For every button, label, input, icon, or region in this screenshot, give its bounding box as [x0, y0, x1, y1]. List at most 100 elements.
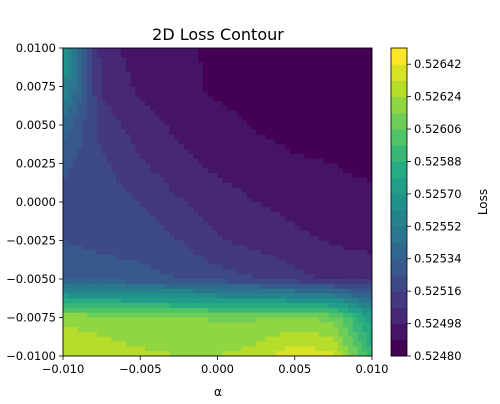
contour-cell — [203, 52, 209, 59]
contour-cell — [188, 298, 194, 304]
contour-cell — [178, 120, 185, 126]
contour-cell — [352, 216, 359, 222]
contour-cell — [120, 351, 127, 356]
contour-cell — [318, 221, 325, 227]
contour-cell — [116, 134, 122, 141]
contour-cell — [96, 230, 103, 237]
contour-cell — [101, 187, 108, 193]
contour-cell — [289, 173, 296, 179]
contour-cell — [198, 192, 204, 198]
contour-cell — [198, 115, 204, 121]
contour-cell — [72, 264, 79, 270]
contour-cell — [357, 120, 363, 126]
contour-cell — [241, 149, 248, 155]
contour-cell — [116, 240, 122, 246]
contour-cell — [193, 322, 199, 328]
contour-cell — [145, 336, 151, 343]
contour-cell — [270, 76, 277, 83]
contour-cell — [217, 293, 223, 299]
contour-cell — [120, 254, 127, 261]
contour-cell — [96, 76, 103, 83]
contour-cell — [164, 279, 170, 285]
contour-cell — [67, 206, 74, 213]
contour-cell — [328, 226, 334, 232]
contour-cell — [246, 158, 252, 165]
contour-cell — [289, 283, 296, 290]
contour-cell — [222, 211, 228, 218]
contour-cell — [246, 76, 252, 83]
contour-cell — [275, 226, 281, 232]
contour-cell — [178, 274, 185, 280]
contour-cell — [260, 254, 267, 261]
contour-cell — [289, 254, 296, 261]
contour-cell — [111, 158, 117, 165]
contour-cell — [72, 298, 79, 304]
colorbar — [390, 47, 408, 357]
contour-cell — [343, 57, 349, 64]
contour-cell — [275, 254, 281, 261]
contour-cell — [328, 346, 334, 352]
contour-cell — [275, 274, 281, 280]
contour-cell — [294, 91, 301, 97]
contour-cell — [106, 192, 112, 198]
contour-cell — [256, 346, 262, 352]
contour-cell — [169, 168, 175, 174]
contour-cell — [270, 331, 277, 338]
contour-cell — [328, 134, 334, 141]
contour-cell — [178, 168, 185, 174]
contour-cell — [154, 72, 161, 78]
contour-cell — [251, 303, 257, 309]
contour-cell — [164, 67, 170, 73]
contour-cell — [96, 96, 103, 102]
contour-cell — [111, 81, 117, 88]
contour-cell — [72, 331, 79, 338]
contour-cell — [149, 235, 156, 242]
contour-cell — [130, 341, 137, 347]
contour-cell — [362, 86, 368, 92]
contour-cell — [309, 211, 315, 218]
contour-cell — [343, 240, 349, 246]
contour-cell — [256, 307, 262, 314]
contour-cell — [82, 264, 88, 270]
contour-cell — [343, 211, 349, 218]
contour-cell — [217, 115, 223, 121]
contour-cell — [299, 230, 306, 237]
contour-cell — [198, 52, 204, 59]
contour-cell — [231, 293, 238, 299]
contour-cell — [343, 91, 349, 97]
contour-cell — [125, 144, 132, 150]
contour-cell — [164, 202, 170, 208]
contour-cell — [299, 274, 306, 280]
contour-cell — [212, 125, 219, 131]
contour-cell — [125, 197, 132, 203]
contour-cell — [96, 293, 103, 299]
contour-cell — [318, 283, 325, 290]
contour-cell — [260, 153, 267, 160]
contour-cell — [183, 48, 190, 54]
contour-cell — [188, 235, 194, 242]
contour-cell — [193, 72, 199, 78]
contour-cell — [188, 100, 194, 107]
contour-cell — [318, 288, 325, 295]
contour-cell — [91, 115, 98, 121]
contour-cell — [116, 269, 122, 275]
contour-cell — [130, 100, 137, 107]
contour-cell — [328, 163, 334, 169]
contour-cell — [256, 341, 262, 347]
contour-cell — [67, 57, 74, 64]
contour-cell — [130, 144, 137, 150]
contour-cell — [120, 163, 127, 169]
contour-cell — [333, 153, 339, 160]
contour-cell — [111, 149, 117, 155]
contour-cell — [63, 120, 69, 126]
contour-cell — [207, 105, 214, 112]
contour-cell — [367, 202, 372, 208]
contour-cell — [116, 158, 122, 165]
contour-cell — [125, 96, 132, 102]
contour-cell — [343, 226, 349, 232]
contour-cell — [280, 283, 286, 290]
contour-cell — [183, 105, 190, 112]
contour-cell — [120, 91, 127, 97]
contour-cell — [63, 336, 69, 343]
contour-cell — [314, 91, 320, 97]
